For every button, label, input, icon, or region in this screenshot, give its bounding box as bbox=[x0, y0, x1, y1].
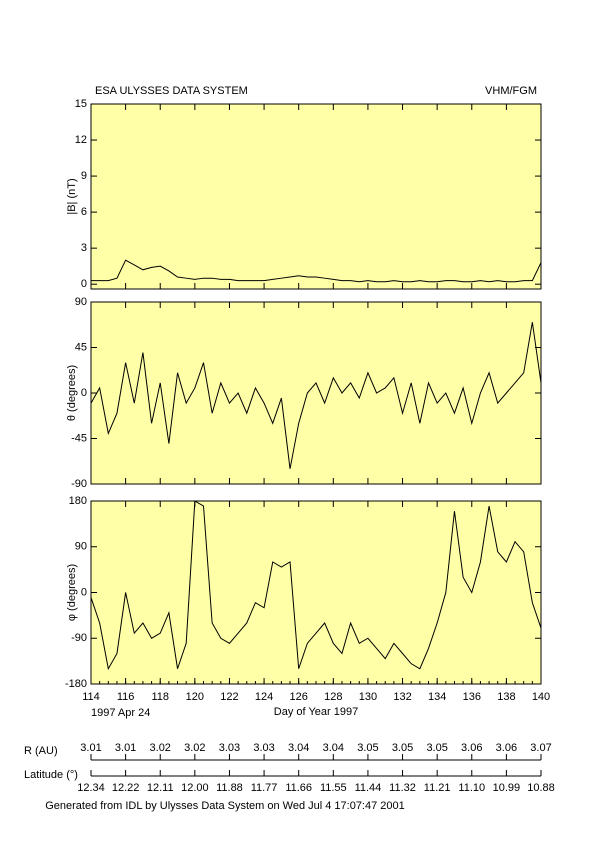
data-line bbox=[91, 501, 541, 671]
x-tick-label: 132 bbox=[393, 691, 411, 703]
lat-value: 11.66 bbox=[285, 782, 312, 794]
y-tick-label: 15 bbox=[75, 98, 87, 110]
y-tick-label: 3 bbox=[81, 242, 87, 254]
y-tick-label: 9 bbox=[81, 170, 87, 182]
r-value: 3.04 bbox=[288, 742, 309, 754]
data-line bbox=[91, 259, 541, 283]
data-line bbox=[91, 322, 541, 469]
y-tick-label: 6 bbox=[81, 206, 87, 218]
r-value: 3.01 bbox=[115, 742, 136, 754]
x-tick-label: 118 bbox=[151, 691, 169, 703]
x-tick-label: 124 bbox=[255, 691, 273, 703]
lat-value: 11.77 bbox=[251, 782, 278, 794]
plot-background bbox=[91, 104, 541, 289]
y-tick-label: 0 bbox=[81, 387, 87, 399]
r-value: 3.06 bbox=[461, 742, 482, 754]
r-value: 3.05 bbox=[357, 742, 378, 754]
y-axis-label: θ (degrees) bbox=[66, 365, 78, 421]
lat-value: 11.88 bbox=[216, 782, 243, 794]
latitude-label: Latitude (°) bbox=[24, 769, 78, 781]
r-value: 3.06 bbox=[496, 742, 517, 754]
y-tick-label: 12 bbox=[75, 134, 87, 146]
instrument: VHM/FGM bbox=[485, 85, 537, 97]
x-tick-label: 138 bbox=[497, 691, 515, 703]
x-tick-label: 120 bbox=[186, 691, 204, 703]
lat-value: 12.22 bbox=[112, 782, 140, 794]
r-value: 3.01 bbox=[80, 742, 101, 754]
y-tick-label: 0 bbox=[81, 586, 87, 598]
start-date: 1997 Apr 24 bbox=[91, 707, 150, 719]
y-tick-label: 45 bbox=[75, 341, 87, 353]
lat-value: 11.32 bbox=[389, 782, 416, 794]
r-value: 3.03 bbox=[253, 742, 274, 754]
r-value: 3.04 bbox=[323, 742, 344, 754]
y-tick-label: 90 bbox=[75, 541, 87, 553]
r-value: 3.07 bbox=[530, 742, 551, 754]
x-tick-label: 128 bbox=[324, 691, 342, 703]
y-tick-label: -90 bbox=[71, 632, 87, 644]
x-tick-label: 130 bbox=[359, 691, 377, 703]
r-value: 3.02 bbox=[184, 742, 205, 754]
r-value: 3.03 bbox=[219, 742, 240, 754]
r-value: 3.02 bbox=[150, 742, 171, 754]
lat-value: 12.00 bbox=[181, 782, 209, 794]
y-axis-label: φ (degrees) bbox=[66, 564, 78, 621]
lat-value: 11.55 bbox=[320, 782, 347, 794]
x-tick-label: 114 bbox=[82, 691, 100, 703]
x-tick-label: 140 bbox=[532, 691, 550, 703]
y-tick-label: 90 bbox=[75, 296, 87, 308]
lat-value: 11.21 bbox=[424, 782, 451, 794]
y-tick-label: 180 bbox=[69, 495, 87, 507]
x-tick-label: 122 bbox=[220, 691, 238, 703]
lat-value: 12.11 bbox=[147, 782, 174, 794]
lat-value: 11.10 bbox=[458, 782, 485, 794]
footer: Generated from IDL by Ulysses Data Syste… bbox=[45, 800, 405, 812]
y-tick-label: 0 bbox=[81, 278, 87, 290]
y-tick-label: -45 bbox=[71, 432, 87, 444]
x-axis-label: Day of Year 1997 bbox=[274, 706, 358, 718]
lat-value: 11.44 bbox=[355, 782, 382, 794]
lat-value: 10.99 bbox=[493, 782, 521, 794]
r-value: 3.05 bbox=[392, 742, 413, 754]
y-axis-label: |B| (nT) bbox=[66, 178, 78, 214]
lat-value: 12.34 bbox=[77, 782, 105, 794]
plot-background bbox=[91, 501, 541, 684]
y-tick-label: -180 bbox=[65, 678, 87, 690]
plot-frame bbox=[90, 301, 542, 485]
y-tick-label: -90 bbox=[71, 478, 87, 490]
x-tick-label: 126 bbox=[290, 691, 308, 703]
r-label: R (AU) bbox=[24, 745, 58, 757]
x-tick-label: 134 bbox=[428, 691, 446, 703]
x-tick-label: 116 bbox=[117, 691, 135, 703]
r-value: 3.05 bbox=[426, 742, 447, 754]
plot-background bbox=[91, 302, 541, 484]
title: ESA ULYSSES DATA SYSTEM bbox=[95, 85, 248, 97]
lat-value: 10.88 bbox=[527, 782, 555, 794]
plot-frame bbox=[90, 103, 542, 290]
x-tick-label: 136 bbox=[463, 691, 481, 703]
